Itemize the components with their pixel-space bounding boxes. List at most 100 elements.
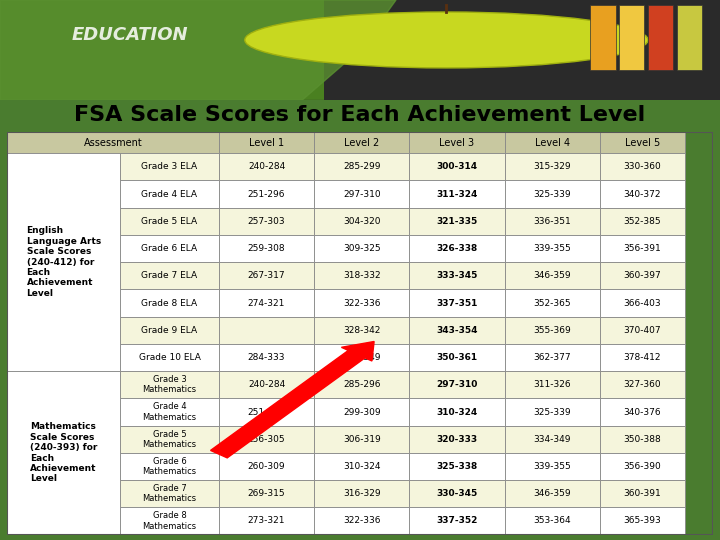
Bar <box>600 316 685 344</box>
Text: 311-324: 311-324 <box>436 190 477 199</box>
Text: Level 5: Level 5 <box>625 138 660 148</box>
Text: 333-345: 333-345 <box>436 271 477 280</box>
Bar <box>600 344 685 371</box>
Text: Grade 5
Mathematics: Grade 5 Mathematics <box>143 429 197 449</box>
Bar <box>505 426 600 453</box>
Bar <box>120 153 219 180</box>
Bar <box>314 235 410 262</box>
Text: 297-310: 297-310 <box>343 190 381 199</box>
Text: 356-391: 356-391 <box>624 244 661 253</box>
Text: Grade 6 ELA: Grade 6 ELA <box>141 244 197 253</box>
Text: 337-351: 337-351 <box>436 299 477 308</box>
Polygon shape <box>0 0 396 100</box>
Bar <box>219 316 314 344</box>
Bar <box>410 180 505 208</box>
Bar <box>619 5 644 70</box>
Bar <box>120 480 219 508</box>
Text: Grade 9 ELA: Grade 9 ELA <box>141 326 197 335</box>
Text: 339-355: 339-355 <box>534 462 571 471</box>
Bar <box>600 132 685 153</box>
Text: 326-338: 326-338 <box>436 244 477 253</box>
Bar <box>120 235 219 262</box>
Text: 346-359: 346-359 <box>534 271 571 280</box>
Text: 352-385: 352-385 <box>624 217 661 226</box>
Text: English
Language Arts
Scale Scores
(240-412) for
Each
Achievement
Level: English Language Arts Scale Scores (240-… <box>27 226 101 298</box>
Bar <box>314 180 410 208</box>
Text: 343-354: 343-354 <box>436 326 478 335</box>
Text: 299-309: 299-309 <box>343 408 381 416</box>
Text: Grade 10 ELA: Grade 10 ELA <box>138 353 200 362</box>
Text: 320-333: 320-333 <box>436 435 477 444</box>
Bar <box>120 453 219 480</box>
Text: 378-412: 378-412 <box>624 353 661 362</box>
Bar <box>505 399 600 426</box>
Text: 260-309: 260-309 <box>248 462 285 471</box>
Text: 356-390: 356-390 <box>624 462 661 471</box>
Bar <box>600 453 685 480</box>
Text: 306-319: 306-319 <box>343 435 381 444</box>
Bar <box>314 262 410 289</box>
Text: 360-397: 360-397 <box>624 271 661 280</box>
Text: 340-376: 340-376 <box>624 408 661 416</box>
Bar <box>505 289 600 316</box>
Text: 353-364: 353-364 <box>534 516 571 525</box>
Bar <box>410 316 505 344</box>
Text: EDUCATION: EDUCATION <box>71 26 188 44</box>
Text: 240-284: 240-284 <box>248 163 285 171</box>
FancyArrow shape <box>210 341 374 458</box>
Bar <box>120 344 219 371</box>
Bar <box>314 426 410 453</box>
Bar <box>120 399 219 426</box>
Bar <box>505 235 600 262</box>
Bar <box>410 371 505 399</box>
Bar <box>410 453 505 480</box>
Text: 273-321: 273-321 <box>248 516 285 525</box>
Bar <box>314 153 410 180</box>
Bar <box>410 344 505 371</box>
Text: 327-360: 327-360 <box>624 380 661 389</box>
Text: Grade 3 ELA: Grade 3 ELA <box>141 163 197 171</box>
Bar <box>410 480 505 508</box>
Bar <box>600 153 685 180</box>
Bar <box>219 399 314 426</box>
Text: 284-333: 284-333 <box>248 353 285 362</box>
Text: 251-296: 251-296 <box>248 190 285 199</box>
Text: 304-320: 304-320 <box>343 217 380 226</box>
Text: 311-326: 311-326 <box>534 380 571 389</box>
Bar <box>505 208 600 235</box>
Text: 325-338: 325-338 <box>436 462 477 471</box>
Bar <box>505 180 600 208</box>
Text: Grade 8
Mathematics: Grade 8 Mathematics <box>143 511 197 531</box>
Bar <box>219 289 314 316</box>
Bar <box>219 453 314 480</box>
Bar <box>505 508 600 535</box>
Text: Grade 6
Mathematics: Grade 6 Mathematics <box>143 457 197 476</box>
Bar <box>505 453 600 480</box>
Text: 322-336: 322-336 <box>343 516 380 525</box>
Text: Grade 7
Mathematics: Grade 7 Mathematics <box>143 484 197 503</box>
Text: 309-325: 309-325 <box>343 244 381 253</box>
Bar <box>219 371 314 399</box>
Text: 336-351: 336-351 <box>534 217 571 226</box>
Text: 256-305: 256-305 <box>248 435 285 444</box>
Text: 285-299: 285-299 <box>343 163 380 171</box>
Bar <box>600 426 685 453</box>
Bar <box>600 289 685 316</box>
Bar <box>410 235 505 262</box>
Bar <box>505 371 600 399</box>
Bar <box>120 371 219 399</box>
Text: Grade 4
Mathematics: Grade 4 Mathematics <box>143 402 197 422</box>
Text: 300-314: 300-314 <box>436 163 477 171</box>
Bar <box>314 344 410 371</box>
Text: 337-352: 337-352 <box>436 516 477 525</box>
Text: Level 1: Level 1 <box>249 138 284 148</box>
Text: 330-360: 330-360 <box>624 163 661 171</box>
Bar <box>219 132 314 153</box>
Bar <box>120 508 219 535</box>
Text: 310-324: 310-324 <box>436 408 477 416</box>
Bar <box>505 262 600 289</box>
Text: Level 3: Level 3 <box>439 138 474 148</box>
Bar <box>219 344 314 371</box>
Bar <box>120 208 219 235</box>
Text: 297-310: 297-310 <box>436 380 477 389</box>
